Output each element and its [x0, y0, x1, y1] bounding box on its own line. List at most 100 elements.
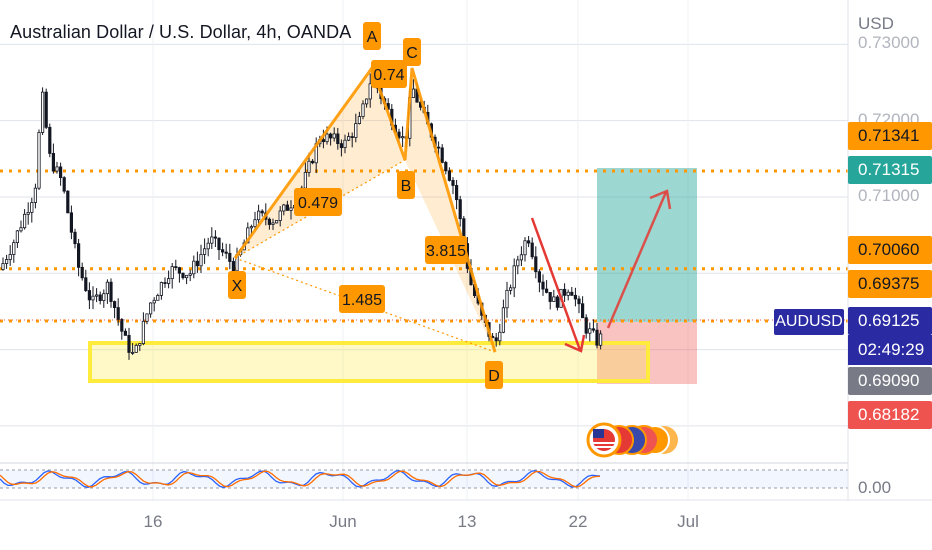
svg-text:0.479: 0.479: [298, 195, 338, 212]
candle-body: [350, 136, 354, 138]
candle-body: [116, 307, 120, 320]
candle-body: [321, 139, 326, 143]
candle-body: [98, 294, 102, 301]
candle-body: [62, 177, 66, 192]
candle-body: [220, 249, 225, 253]
candle-body: [33, 187, 38, 203]
candle-body: [41, 91, 45, 133]
candle-body: [577, 298, 581, 305]
candle-body: [12, 242, 16, 255]
events-flags[interactable]: [586, 422, 678, 458]
pattern-ratio[interactable]: 3.815: [425, 236, 467, 264]
candle-body: [8, 254, 12, 260]
candle-body: [195, 260, 199, 267]
candle-body: [152, 299, 156, 304]
candle-body: [26, 211, 30, 215]
candle-body: [206, 242, 210, 250]
candle-body: [55, 166, 59, 172]
pattern-ratio[interactable]: 0.74: [371, 60, 407, 88]
candle-body: [166, 278, 171, 284]
grid: [0, 0, 848, 500]
candle-body: [339, 143, 344, 149]
price-tag: 0.69125: [848, 307, 932, 335]
candle-body: [440, 147, 444, 163]
candle-body: [584, 317, 588, 334]
candle-body: [174, 266, 178, 269]
time-tick: Jun: [329, 512, 357, 531]
candle-body: [30, 202, 34, 213]
candle-body: [581, 303, 585, 319]
candle-body: [588, 328, 592, 334]
candle-body: [447, 170, 452, 181]
candle-body: [22, 213, 27, 229]
candle-body: [210, 236, 214, 244]
candle-body: [73, 231, 77, 245]
pattern-labels: X A B C D 0.479 0.74 3.815 1.485: [228, 22, 503, 389]
candle-body: [534, 256, 538, 273]
candle-body: [282, 204, 286, 212]
candle-body: [69, 212, 73, 233]
price-tick: 0.73000: [858, 33, 920, 53]
candle-body: [231, 261, 235, 272]
pattern-point-d[interactable]: D: [485, 361, 503, 389]
candle-body: [278, 210, 282, 221]
candle-body: [181, 272, 185, 279]
candle-body: [260, 210, 264, 214]
pattern-ratio[interactable]: 1.485: [339, 285, 385, 313]
pattern-point-a[interactable]: A: [363, 22, 381, 50]
candle-body: [400, 136, 405, 139]
down-arrow: [530, 217, 586, 353]
price-tag: 0.69375: [848, 270, 932, 298]
candle-body: [1, 263, 5, 270]
pattern-point-x[interactable]: X: [228, 271, 246, 299]
candle-body: [274, 220, 279, 224]
candle-body: [591, 328, 596, 331]
price-tag: 0.71341: [848, 122, 932, 150]
candle-body: [84, 277, 88, 291]
candle-body: [458, 199, 462, 220]
price-tag: 0.70060: [848, 236, 932, 264]
candle-body: [253, 219, 257, 228]
candle-body: [310, 160, 315, 164]
up-arrow: [606, 189, 672, 329]
candle-body: [411, 88, 416, 98]
candle-body: [566, 291, 570, 296]
candle-body: [159, 282, 163, 296]
candle-body: [256, 210, 261, 221]
candle-body: [141, 320, 145, 345]
candle-body: [66, 190, 70, 214]
candle-body: [188, 273, 192, 276]
candle-body: [113, 301, 117, 308]
price-tag: 0.71315: [848, 156, 932, 184]
candle-body: [192, 260, 196, 275]
candle-body: [217, 237, 221, 251]
candle-body: [213, 236, 217, 239]
candle-body: [512, 265, 516, 289]
candle-body: [285, 204, 290, 211]
candle-body: [87, 290, 91, 301]
candle-body: [156, 295, 160, 301]
candle-body: [332, 133, 336, 139]
oscillator-panel: [0, 462, 848, 489]
profit-zone[interactable]: [597, 168, 697, 322]
pattern-xd-line: [234, 257, 496, 353]
candle-body: [44, 91, 48, 128]
pattern-point-b[interactable]: B: [397, 171, 415, 199]
candle-body: [170, 266, 174, 280]
candle-body: [120, 318, 124, 332]
pattern-ratio[interactable]: 0.479: [294, 188, 342, 216]
candle-body: [224, 251, 228, 254]
candle-body: [267, 218, 272, 225]
candle-body: [563, 288, 567, 296]
demand-zone[interactable]: [88, 341, 650, 383]
symbol-label: AUDUSD: [774, 309, 844, 335]
svg-text:A: A: [367, 29, 378, 46]
candle-body: [77, 243, 81, 268]
candle-body: [354, 123, 358, 138]
candle-body: [130, 351, 135, 354]
candle-body: [537, 271, 542, 283]
pattern-point-c[interactable]: C: [403, 38, 421, 66]
candle-body: [364, 98, 369, 105]
candle-body: [123, 330, 127, 336]
